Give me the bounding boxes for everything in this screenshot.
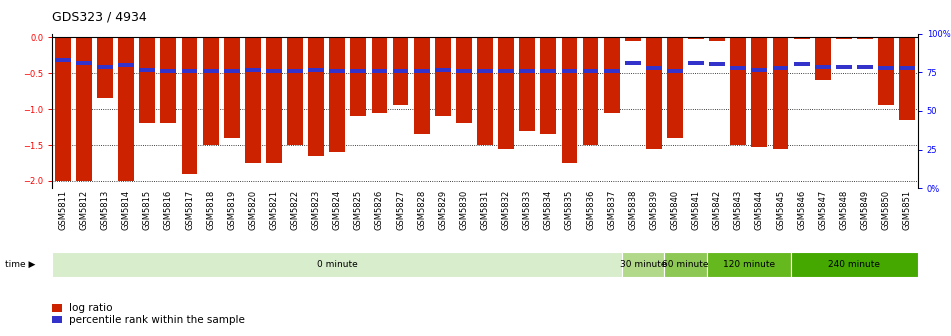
Bar (161, 69, 176, 73)
Bar (751, 68, 767, 72)
Bar (52, 252, 622, 277)
Bar (55, 37, 70, 181)
Bar (794, 37, 809, 39)
Bar (836, 65, 852, 69)
Bar (456, 69, 472, 73)
Text: percentile rank within the sample: percentile rank within the sample (69, 314, 245, 325)
Bar (435, 68, 451, 72)
Bar (625, 61, 641, 66)
Bar (97, 65, 113, 69)
Bar (604, 37, 619, 113)
Bar (689, 61, 704, 66)
Bar (709, 37, 725, 41)
Bar (707, 252, 791, 277)
Bar (791, 252, 918, 277)
Bar (477, 37, 493, 145)
Bar (140, 37, 155, 123)
Bar (118, 37, 134, 181)
Text: 0 minute: 0 minute (317, 260, 358, 269)
Bar (730, 37, 747, 145)
Bar (583, 37, 598, 145)
Bar (245, 37, 261, 163)
Bar (55, 58, 70, 62)
Bar (372, 37, 387, 113)
Bar (857, 37, 873, 39)
Bar (118, 63, 134, 67)
Bar (540, 37, 556, 134)
Bar (794, 62, 809, 66)
Bar (815, 65, 830, 69)
Bar (751, 37, 767, 147)
Bar (435, 37, 451, 116)
Text: 60 minute: 60 minute (662, 260, 708, 269)
Bar (667, 69, 683, 73)
Bar (667, 37, 683, 138)
Bar (878, 37, 894, 106)
Bar (414, 69, 430, 73)
Bar (223, 69, 240, 73)
Bar (604, 69, 619, 73)
Bar (561, 37, 577, 163)
Bar (308, 68, 324, 72)
Text: GDS323 / 4934: GDS323 / 4934 (52, 10, 147, 23)
Bar (900, 66, 915, 70)
Bar (182, 69, 198, 73)
Bar (772, 37, 788, 149)
Bar (97, 37, 113, 98)
Bar (540, 69, 556, 73)
Bar (857, 65, 873, 69)
Bar (646, 37, 662, 149)
Bar (836, 37, 852, 39)
Bar (140, 68, 155, 72)
Bar (815, 37, 830, 80)
Bar (223, 37, 240, 138)
Bar (622, 252, 665, 277)
Bar (665, 252, 707, 277)
Bar (161, 37, 176, 123)
Bar (245, 68, 261, 72)
Bar (76, 61, 92, 66)
Bar (477, 69, 493, 73)
Bar (498, 69, 514, 73)
Bar (351, 37, 366, 116)
Bar (266, 69, 281, 73)
Bar (772, 66, 788, 70)
Bar (287, 69, 303, 73)
Bar (878, 66, 894, 70)
Bar (519, 37, 535, 131)
Text: 120 minute: 120 minute (723, 260, 775, 269)
Bar (287, 37, 303, 145)
Bar (182, 37, 198, 174)
Bar (203, 37, 219, 145)
Bar (308, 37, 324, 156)
Bar (561, 69, 577, 73)
Bar (393, 69, 409, 73)
Bar (351, 69, 366, 73)
Bar (203, 69, 219, 73)
Bar (625, 37, 641, 41)
Text: 240 minute: 240 minute (828, 260, 881, 269)
Bar (900, 37, 915, 120)
Bar (329, 69, 345, 73)
Bar (689, 37, 704, 39)
Bar (414, 37, 430, 134)
Text: time ▶: time ▶ (5, 260, 35, 269)
Bar (709, 62, 725, 66)
Bar (730, 66, 747, 70)
Bar (498, 37, 514, 149)
Bar (646, 66, 662, 70)
Bar (519, 69, 535, 73)
Bar (76, 37, 92, 181)
Bar (583, 69, 598, 73)
Bar (393, 37, 409, 106)
Text: log ratio: log ratio (69, 303, 113, 313)
Bar (372, 69, 387, 73)
Text: 30 minute: 30 minute (620, 260, 667, 269)
Bar (329, 37, 345, 152)
Bar (266, 37, 281, 163)
Bar (456, 37, 472, 123)
